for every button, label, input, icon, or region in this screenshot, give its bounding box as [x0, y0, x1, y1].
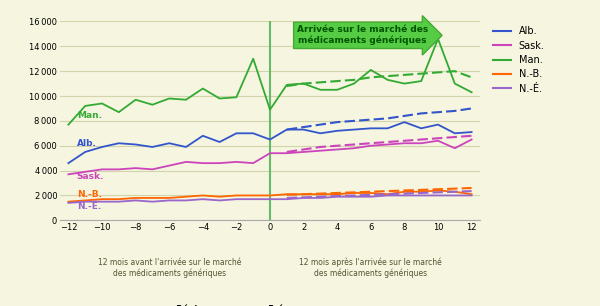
Text: 12 mois avant l'arrivée sur le marché
des médicaments génériques: 12 mois avant l'arrivée sur le marché de… — [98, 258, 241, 278]
Text: N.-B.: N.-B. — [77, 190, 102, 199]
Text: Alb.: Alb. — [77, 139, 97, 148]
Text: N.-É.: N.-É. — [77, 202, 101, 211]
Text: Man.: Man. — [77, 111, 102, 120]
Text: Arrivée sur le marché des
médicaments génériques: Arrivée sur le marché des médicaments gé… — [297, 25, 428, 45]
Text: Sask.: Sask. — [77, 172, 104, 181]
Text: 12 mois après l'arrivée sur le marché
des médicaments génériques: 12 mois après l'arrivée sur le marché de… — [299, 258, 442, 278]
Legend: Réel, Prévu: Réel, Prévu — [140, 301, 299, 306]
